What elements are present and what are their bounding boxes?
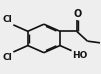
Text: O: O	[73, 9, 82, 19]
Text: Cl: Cl	[2, 53, 12, 62]
Text: Cl: Cl	[2, 15, 12, 24]
Text: HO: HO	[73, 51, 88, 60]
